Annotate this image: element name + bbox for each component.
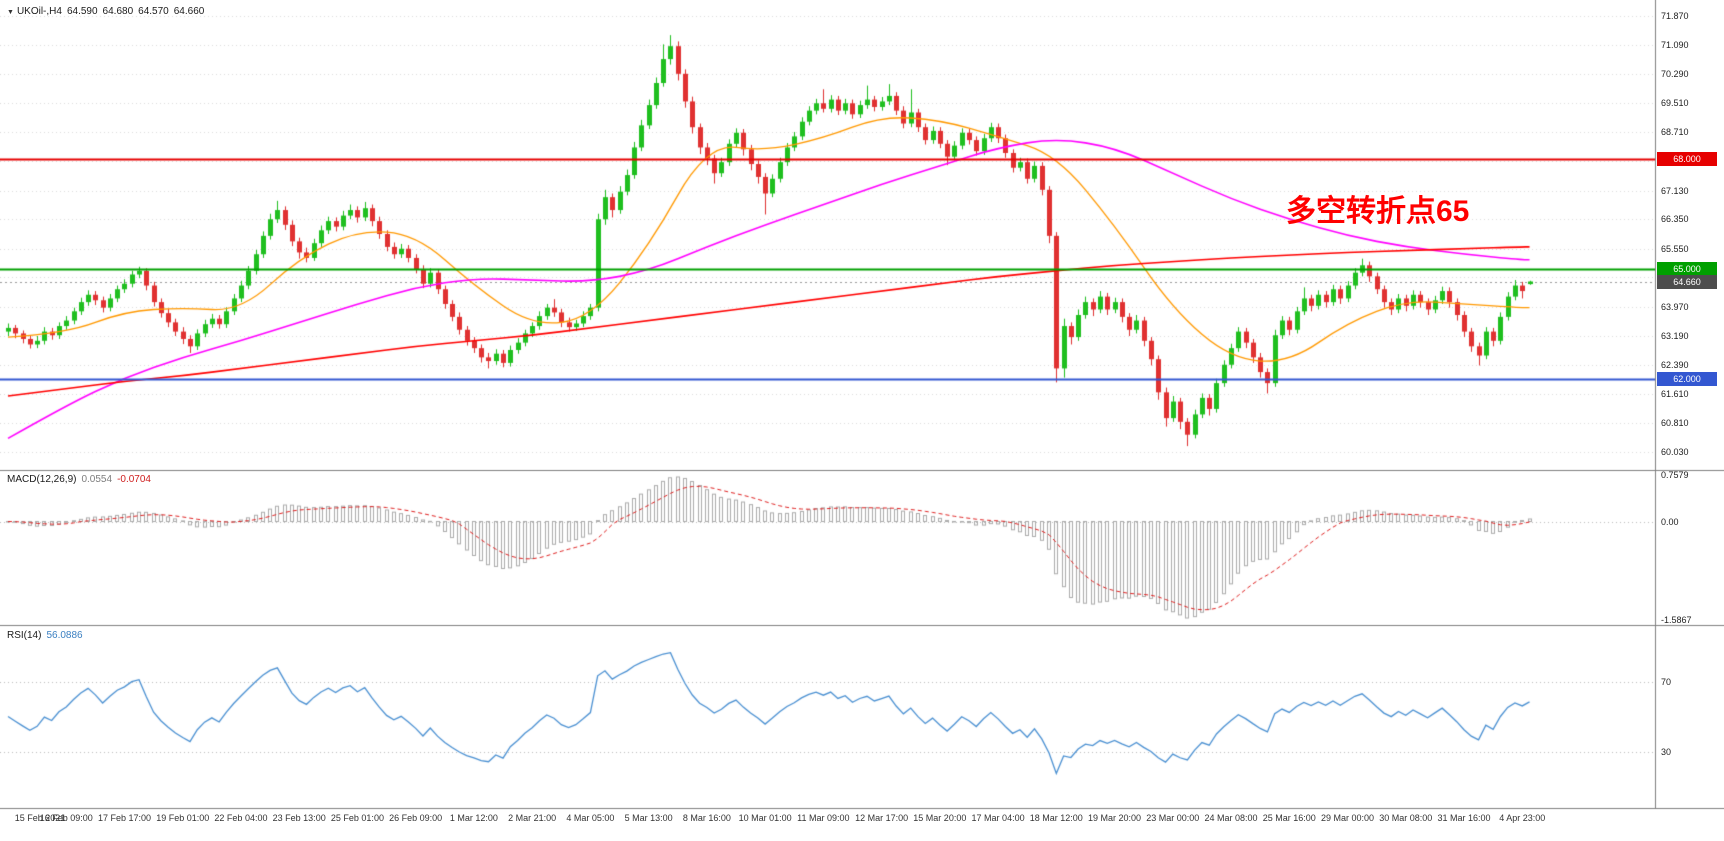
price-tick-label: 70.290	[1661, 69, 1689, 80]
macd-value-main: 0.0554	[81, 474, 113, 485]
macd-tick-label: 0.00	[1661, 516, 1679, 527]
time-label: 17 Feb 17:00	[97, 813, 151, 823]
time-label: 16 Feb 09:00	[39, 813, 93, 823]
time-label: 24 Mar 08:00	[1204, 813, 1258, 823]
time-label: 15 Mar 20:00	[913, 813, 967, 823]
time-label: 31 Mar 16:00	[1437, 813, 1491, 823]
price-tick-label: 60.030	[1661, 447, 1689, 457]
time-label: 17 Mar 04:00	[971, 813, 1025, 823]
price-tick-label: 69.510	[1661, 97, 1689, 108]
symbol-timeframe-label: UKOil-,H4	[16, 6, 62, 17]
rsi-level-label: 70	[1661, 676, 1672, 687]
price-axis[interactable]: 71.87071.09070.29069.51068.71067.93067.1…	[1656, 0, 1724, 808]
price-tick-label: 71.870	[1661, 11, 1689, 21]
macd-header: MACD(12,26,9) 0.0554 -0.0704	[7, 474, 151, 485]
time-label: 18 Mar 12:00	[1029, 813, 1083, 823]
price-tick-label: 66.350	[1661, 214, 1689, 225]
quote-open: 64.590	[66, 6, 98, 17]
price-tick-label: 71.090	[1661, 39, 1689, 50]
time-label: 30 Mar 08:00	[1379, 813, 1433, 823]
quote-close: 64.660	[173, 6, 205, 17]
rsi-header: RSI(14) 56.0886	[7, 630, 83, 641]
time-label: 4 Apr 23:00	[1499, 813, 1546, 823]
price-tick-label: 65.550	[1661, 243, 1689, 254]
time-label: 2 Mar 21:00	[508, 813, 557, 823]
time-label: 19 Feb 01:00	[156, 813, 210, 823]
rsi-level-label: 30	[1661, 746, 1672, 757]
time-label: 1 Mar 12:00	[449, 813, 498, 823]
time-label: 15 Feb 2021	[14, 813, 66, 823]
symbol-dropdown-icon[interactable]: ▼	[7, 9, 14, 16]
macd-tick-label: -1.5867	[1661, 615, 1692, 625]
quote-low: 64.570	[138, 6, 169, 17]
price-line-badge: 65.000	[1657, 261, 1717, 276]
time-label: 11 Mar 09:00	[797, 813, 850, 823]
time-label: 10 Mar 01:00	[738, 813, 792, 823]
price-line-badge: 62.000	[1657, 372, 1717, 387]
time-label: 8 Mar 16:00	[682, 813, 731, 823]
rsi-value: 56.0886	[46, 630, 83, 641]
chart-header: ▼ UKOil-,H4 64.590 64.680 64.570 64.660	[7, 6, 209, 17]
macd-label: MACD(12,26,9)	[7, 474, 77, 485]
time-label: 23 Feb 13:00	[272, 813, 326, 823]
time-axis[interactable]: 15 Feb 2021 16 Feb 09:00 17 Feb 17:00 19 Fe…	[0, 808, 1724, 841]
price-line-badge: 68.000	[1657, 151, 1717, 166]
rsi-label: RSI(14)	[7, 630, 42, 641]
price-tick-label: 62.390	[1661, 360, 1689, 371]
price-tick-label: 63.970	[1661, 301, 1689, 312]
time-label: 4 Mar 05:00	[566, 813, 615, 823]
price-tick-label: 60.810	[1661, 418, 1689, 429]
price-tick-label: 61.610	[1661, 388, 1689, 399]
time-label: 22 Feb 04:00	[214, 813, 268, 823]
time-label: 25 Mar 16:00	[1262, 813, 1316, 823]
time-label: 23 Mar 00:00	[1146, 813, 1200, 823]
quote-high: 64.680	[102, 6, 134, 17]
bid-price-badge: 64.660	[1657, 274, 1717, 289]
macd-tick-label: 0.7579	[1661, 470, 1689, 480]
time-label: 5 Mar 13:00	[624, 813, 673, 823]
price-tick-label: 63.190	[1661, 330, 1689, 341]
time-label: 19 Mar 20:00	[1088, 813, 1142, 823]
time-label: 29 Mar 00:00	[1320, 813, 1375, 823]
time-label: 26 Feb 09:00	[389, 813, 443, 823]
time-label: 12 Mar 17:00	[855, 813, 909, 823]
annotation-text: 多空转折点65	[1286, 195, 1470, 228]
price-tick-label: 68.710	[1661, 127, 1689, 138]
price-tick-label: 67.130	[1661, 185, 1689, 196]
macd-value-signal: -0.0704	[117, 474, 151, 485]
time-label: 25 Feb 01:00	[330, 813, 384, 823]
